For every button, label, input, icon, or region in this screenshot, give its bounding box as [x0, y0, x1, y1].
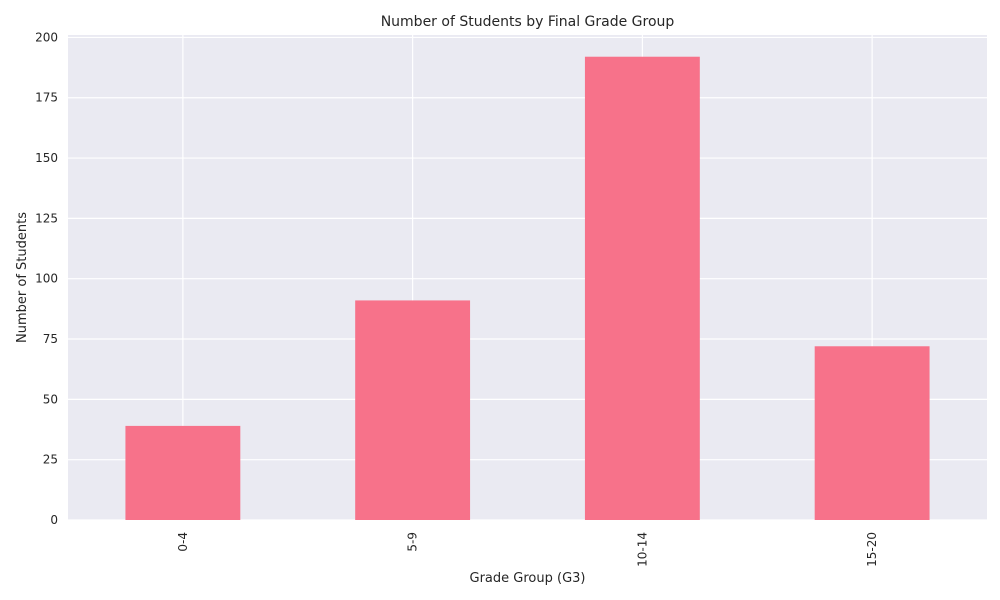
- y-tick-label: 175: [35, 91, 58, 105]
- bar-10-14: [584, 56, 700, 520]
- x-axis-label: Grade Group (G3): [470, 571, 586, 586]
- y-tick-label: 0: [50, 513, 58, 527]
- x-axis-ticks: 0-4 5-9 10-14 15-20: [176, 532, 879, 567]
- y-tick-label: 75: [43, 332, 58, 346]
- bar-0-4: [125, 425, 241, 520]
- x-tick-label: 15-20: [865, 532, 879, 567]
- chart-title: Number of Students by Final Grade Group: [381, 14, 675, 30]
- y-tick-label: 125: [35, 211, 58, 225]
- y-tick-label: 100: [35, 272, 58, 286]
- y-tick-label: 50: [43, 392, 58, 406]
- x-tick-label: 5-9: [406, 532, 420, 552]
- y-tick-label: 200: [35, 30, 58, 44]
- y-axis-label: Number of Students: [15, 212, 30, 343]
- y-axis-ticks: 0 25 50 75 100 125 150 175 200: [35, 30, 58, 527]
- x-tick-label: 10-14: [635, 532, 649, 567]
- bar-15-20: [814, 346, 930, 520]
- bars: [125, 56, 930, 520]
- bar-5-9: [355, 300, 471, 520]
- y-tick-label: 150: [35, 151, 58, 165]
- y-tick-label: 25: [43, 453, 58, 467]
- x-tick-label: 0-4: [176, 532, 190, 552]
